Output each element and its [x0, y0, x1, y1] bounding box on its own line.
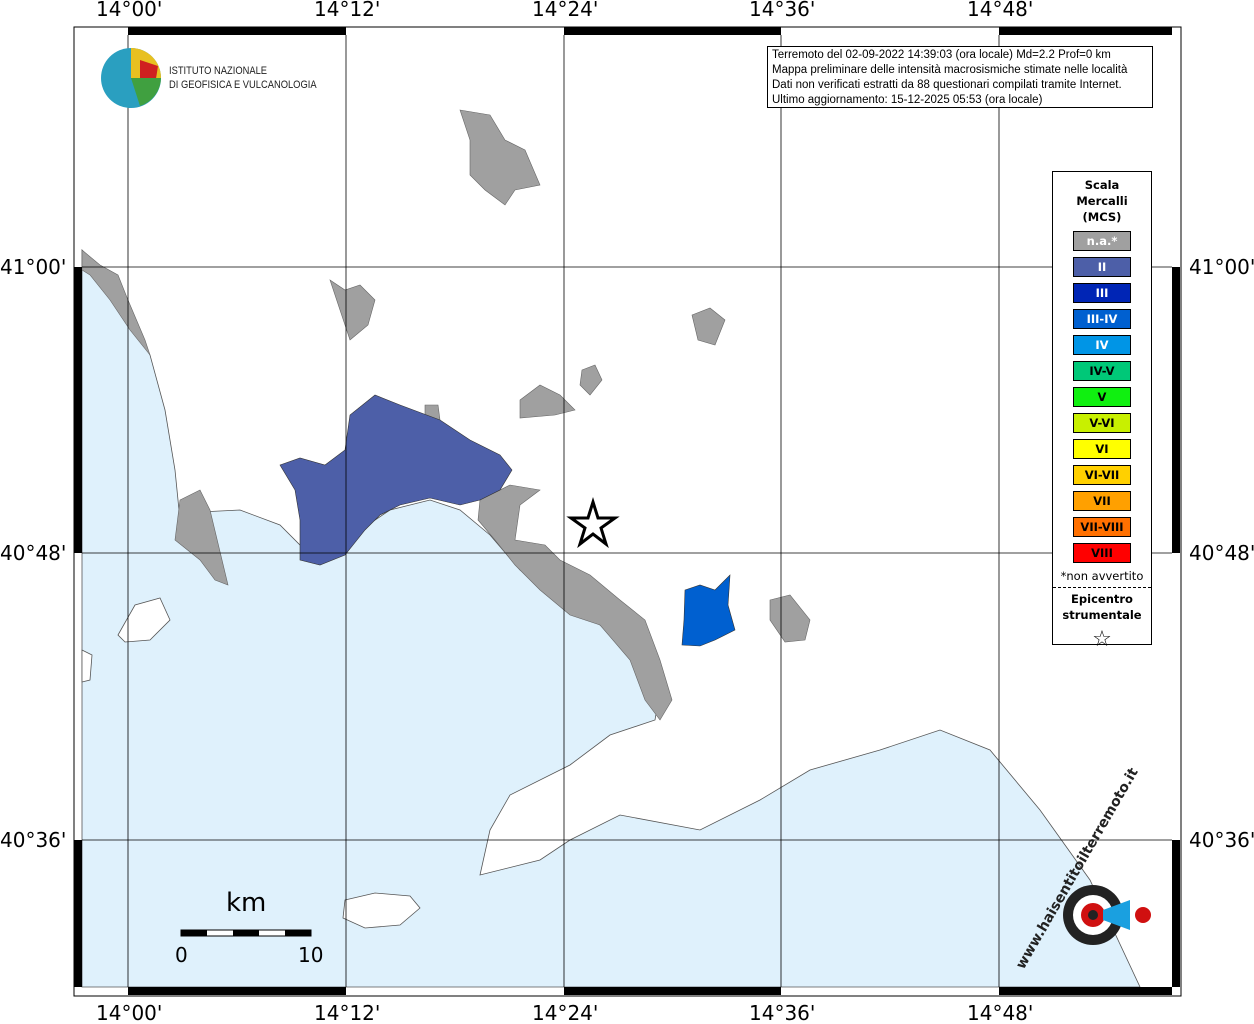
epicenter-star: [566, 496, 620, 549]
legend-swatch-vii: VII: [1073, 491, 1131, 511]
lon-label-top-1: 14°00': [96, 0, 163, 21]
area-IV: [681, 574, 736, 647]
frame-ticks: [74, 27, 1180, 995]
legend-swatch-v-vi: V-VI: [1073, 413, 1131, 433]
ingv-logo-icon: [101, 48, 161, 108]
lon-label-top-2: 14°12': [314, 0, 381, 21]
island-procida: [81, 649, 93, 683]
scale-unit: km: [226, 888, 267, 918]
scale-min: 0: [175, 943, 188, 967]
epicenter-label-1: Epicentro: [1071, 592, 1133, 606]
info-line-event: Terremoto del 02-09-2022 14:39:03 (ora l…: [772, 49, 1111, 61]
legend-swatch-v: V: [1073, 387, 1131, 407]
legend-swatch-vi-vii: VI-VII: [1073, 465, 1131, 485]
area-na-4: [691, 307, 726, 346]
legend-title-1: Scala: [1084, 178, 1120, 192]
lat-label-left-3: 40°36': [0, 828, 67, 852]
lon-label-bottom-2: 14°12': [314, 1001, 381, 1024]
lat-label-right-3: 40°36': [1189, 828, 1254, 852]
legend-note: *non avvertito: [1060, 569, 1144, 583]
legend-swatch-iii: III: [1073, 283, 1131, 303]
lon-label-top-3: 14°24': [532, 0, 599, 21]
event-info-box: Terremoto del 02-09-2022 14:39:03 (ora l…: [767, 46, 1153, 108]
info-line-source: Dati non verificati estratti da 88 quest…: [772, 79, 1122, 91]
legend-title-2: Mercalli: [1076, 194, 1128, 208]
lat-label-right-1: 41°00': [1189, 255, 1254, 279]
lon-label-bottom-4: 14°36': [749, 1001, 816, 1024]
island-capri: [342, 892, 421, 929]
legend-swatch-ii: II: [1073, 257, 1131, 277]
lon-label-bottom-3: 14°24': [532, 1001, 599, 1024]
logo-line-2: DI GEOFISICA E VULCANOLOGIA: [169, 79, 317, 91]
scale-max: 10: [298, 943, 324, 967]
scale-bar: [180, 929, 312, 937]
legend-swatch-vii-viii: VII-VIII: [1073, 517, 1131, 537]
info-line-description: Mappa preliminare delle intensità macros…: [772, 64, 1128, 76]
legend-swatch-iii-iv: III-IV: [1073, 309, 1131, 329]
mcs-legend: Scala Mercalli (MCS) n.a.* II III III-IV IV I…: [1052, 171, 1152, 652]
area-na-3: [579, 364, 603, 396]
lon-label-top-5: 14°48': [967, 0, 1034, 21]
legend-swatch-iv: IV: [1073, 335, 1131, 355]
lat-label-right-2: 40°48': [1189, 541, 1254, 565]
lon-label-top-4: 14°36': [749, 0, 816, 21]
legend-title: Scala Mercalli (MCS): [1053, 177, 1151, 225]
legend-title-3: (MCS): [1082, 210, 1122, 224]
lon-label-bottom-5: 14°48': [967, 1001, 1034, 1024]
area-na-coast-north: [81, 249, 151, 356]
area-na-1: [329, 279, 376, 341]
area-na-2: [519, 384, 576, 419]
lon-label-bottom-1: 14°00': [96, 1001, 163, 1024]
area-napoli-II: [279, 394, 513, 566]
legend-swatch-vi: VI: [1073, 439, 1131, 459]
area-na-caserta: [459, 109, 541, 206]
legend-swatch-n-a: n.a.*: [1073, 231, 1131, 251]
info-line-updated: Ultimo aggiornamento: 15-12-2025 05:53 (…: [772, 94, 1043, 106]
star-icon: ☆: [1092, 627, 1112, 652]
area-na-pozzuoli: [174, 489, 229, 586]
area-na-vesuvian-coast: [477, 484, 673, 721]
epicenter-label-2: strumentale: [1062, 608, 1142, 622]
lat-label-left-2: 40°48': [0, 541, 67, 565]
area-na-5: [769, 594, 811, 643]
island-ischia: [117, 597, 171, 643]
lat-label-left-1: 41°00': [0, 255, 67, 279]
legend-swatch-iv-v: IV-V: [1073, 361, 1131, 381]
terremoto-logo-icon: [1063, 885, 1151, 945]
ingv-logo-text: ISTITUTO NAZIONALE DI GEOFISICA E VULCAN…: [169, 64, 317, 92]
legend-epicenter: Epicentro strumentale: [1053, 587, 1151, 623]
legend-swatch-viii: VIII: [1073, 543, 1131, 563]
logo-line-1: ISTITUTO NAZIONALE: [169, 65, 268, 77]
graticule: [82, 35, 1172, 987]
legend-swatches: n.a.* II III III-IV IV IV-V V V-VI VI VI-VII VII VI…: [1053, 231, 1151, 563]
